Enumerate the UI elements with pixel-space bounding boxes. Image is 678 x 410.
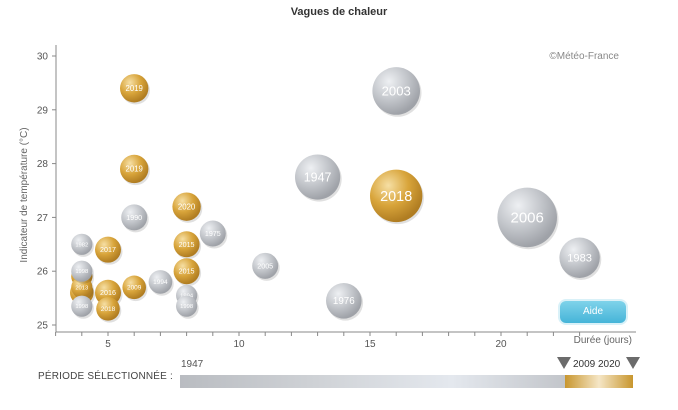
y-tick-label: 30	[37, 52, 49, 63]
period-selection-end-year: 2020	[598, 359, 621, 370]
bubble-circle	[120, 74, 149, 103]
copyright-notice: ©Météo-France	[549, 51, 619, 62]
help-button[interactable]: Aide	[560, 301, 626, 323]
bubble-year-label: 2018	[101, 306, 116, 313]
y-tick-label: 28	[37, 159, 49, 170]
heatwave-bubble-chart: ©Météo-France 25 26 27 28 29 30 5 10 15 20 Indica…	[19, 45, 636, 350]
bubble-circle	[295, 154, 341, 200]
period-slider-track[interactable]	[180, 375, 633, 388]
bubble-circle	[199, 220, 226, 247]
bubble-year-label: 2017	[100, 246, 116, 254]
bubble-other-period[interactable]: 2006	[497, 187, 559, 250]
bubble-circle	[173, 231, 200, 258]
bubble-circle	[120, 154, 149, 184]
bubble-selected-period[interactable]: 2015	[173, 231, 202, 260]
bubble-year-label: 1976	[333, 296, 355, 307]
bubble-selected-period[interactable]: 2019	[120, 74, 150, 105]
bubble-year-label: 2019	[126, 84, 143, 93]
bubble-selected-period[interactable]: 2018	[370, 169, 424, 225]
bubble-year-label: 2003	[382, 84, 411, 99]
bubble-year-label: 1998	[75, 304, 88, 310]
x-tick-label: 10	[233, 339, 245, 350]
bubble-year-label: 2018	[380, 189, 412, 205]
bubble-other-period[interactable]: 1976	[326, 282, 364, 321]
bubble-circle	[173, 258, 200, 285]
bubble-selected-period[interactable]: 2013	[71, 276, 94, 300]
bubble-year-label: 1983	[567, 253, 592, 265]
bubble-circle	[370, 169, 423, 223]
bubble-circle	[121, 204, 148, 231]
bubble-other-period[interactable]: 2005	[252, 252, 280, 281]
bubble-circle	[176, 295, 198, 317]
bubble-other-period[interactable]: 1994	[148, 270, 174, 296]
bubble-circle	[96, 297, 120, 321]
y-tick-label: 25	[37, 321, 49, 332]
bubble-year-label: 2015	[179, 241, 195, 249]
period-selection-start-year: 2009	[573, 359, 596, 370]
bubble-selected-period[interactable]: 2018	[96, 297, 122, 323]
bubble-circle	[148, 270, 173, 294]
bubble-year-label: 2015	[179, 268, 195, 276]
x-tick-label: 20	[495, 339, 507, 350]
bubble-year-label: 2005	[257, 262, 273, 270]
y-tick-label: 29	[37, 105, 49, 116]
bubble-circle	[95, 236, 121, 263]
bubble-year-label: 2019	[126, 165, 143, 174]
bubble-year-label: 2016	[100, 289, 116, 297]
period-slider-right-handle[interactable]	[626, 357, 640, 369]
bubble-year-label: 1998	[75, 269, 88, 275]
bubble-selected-period[interactable]: 2009	[122, 275, 148, 302]
chart-title: Vagues de chaleur	[290, 6, 388, 18]
bubble-circle	[71, 276, 93, 298]
bubble-other-period[interactable]: 1982	[71, 233, 94, 257]
bubble-year-label: 1982	[75, 242, 88, 248]
bubble-circle	[71, 260, 93, 282]
period-start-year: 1947	[181, 359, 204, 370]
bubble-year-label: 2013	[75, 285, 88, 291]
bubble-year-label: 2020	[178, 202, 196, 211]
bubble-selected-period[interactable]: 2017	[95, 236, 123, 265]
bubble-other-period[interactable]: 1998	[71, 295, 94, 319]
bubble-year-label: 1990	[126, 214, 142, 222]
y-axis-label: Indicateur de température (°C)	[19, 127, 30, 262]
y-tick-label: 26	[37, 267, 49, 278]
bubble-circle	[71, 233, 93, 255]
bubble-other-period[interactable]: 2003	[372, 67, 422, 117]
bubble-selected-period[interactable]: 2019	[120, 154, 150, 186]
bubble-year-label: 1975	[205, 230, 221, 238]
bubble-circle	[497, 187, 557, 248]
bubble-other-period[interactable]: 1998	[71, 260, 94, 284]
bubble-year-label: 2006	[511, 210, 544, 227]
bubble-other-period[interactable]: 1983	[559, 237, 602, 280]
bubble-circle	[252, 252, 279, 279]
bubble-circle	[172, 192, 201, 221]
bubble-year-label: 1994	[153, 279, 168, 286]
bubble-selected-period[interactable]: 2015	[173, 258, 202, 287]
bubble-circle	[71, 295, 93, 317]
bubble-year-label: 2009	[127, 285, 142, 292]
bubble-year-label: 1947	[304, 170, 332, 184]
x-axis-label: Durée (jours)	[574, 335, 632, 346]
bubble-circle	[326, 282, 362, 319]
bubble-other-period[interactable]: 1975	[199, 220, 228, 249]
bubble-circle	[122, 275, 146, 300]
period-label: PÉRIODE SÉLECTIONNÉE :	[38, 371, 173, 382]
x-tick-label: 15	[364, 339, 376, 350]
bubble-circle	[559, 237, 600, 278]
bubble-circle	[372, 67, 421, 115]
period-slider-selected-range[interactable]	[565, 375, 633, 388]
bubble-other-period[interactable]: 1990	[121, 204, 149, 233]
x-tick-label: 5	[105, 339, 111, 350]
bubble-other-period[interactable]: 1947	[295, 154, 342, 202]
bubble-year-label: 1998	[180, 304, 193, 310]
period-slider-left-handle[interactable]	[557, 357, 571, 369]
y-tick-label: 27	[37, 213, 49, 224]
y-axis-label-group: Indicateur de température (°C)	[19, 127, 30, 262]
bubble-selected-period[interactable]: 2020	[172, 192, 203, 223]
bubble-other-period[interactable]: 1998	[176, 295, 199, 319]
